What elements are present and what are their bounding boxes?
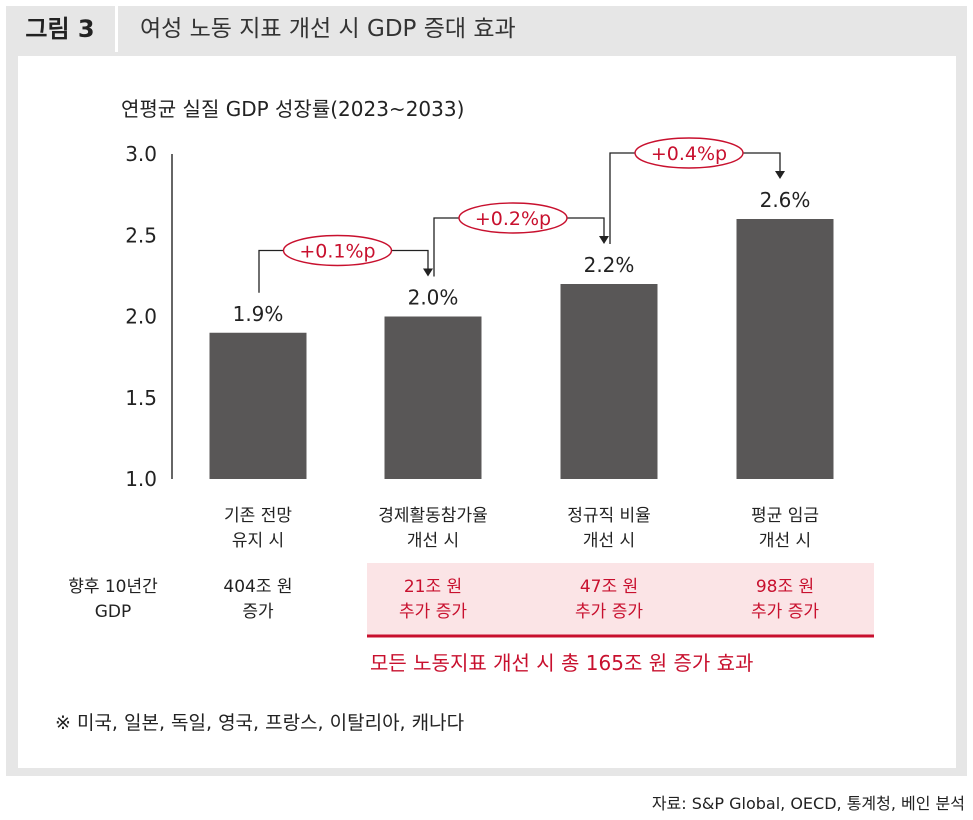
- category-label: 개선 시: [583, 531, 635, 551]
- arrow-head: [775, 171, 785, 179]
- gdp-cell: 404조 원: [223, 577, 292, 597]
- gdp-cell: 증가: [242, 602, 274, 622]
- y-tick-label: 3.0: [125, 142, 157, 166]
- category-label: 기존 전망: [224, 506, 292, 526]
- gdp-total-label: 모든 노동지표 개선 시 총 165조 원 증가 효과: [370, 651, 753, 675]
- increment-badge: [282, 234, 393, 267]
- source-note: 자료: S&P Global, OECD, 통계청, 베인 분석: [651, 794, 965, 813]
- bar: [736, 219, 834, 479]
- bar-value-label: 2.6%: [760, 188, 811, 212]
- gdp-row-label: 향후 10년간: [68, 577, 158, 597]
- arrow-head: [599, 236, 609, 244]
- gdp-row-label: GDP: [95, 602, 132, 622]
- y-tick-label: 2.0: [125, 305, 157, 329]
- y-tick-label: 1.0: [125, 467, 157, 491]
- gdp-cell: 21조 원: [404, 577, 462, 597]
- chart-title: 연평균 실질 GDP 성장률(2023~2033): [121, 97, 464, 121]
- category-label: 평균 임금: [751, 506, 819, 526]
- bar-value-label: 1.9%: [233, 302, 284, 326]
- category-label: 유지 시: [232, 531, 284, 551]
- increment-badge: [634, 137, 744, 169]
- bar: [560, 284, 658, 479]
- increment-badge: [458, 202, 568, 234]
- gdp-cell: 98조 원: [756, 577, 814, 597]
- gdp-cell: 추가 증가: [751, 602, 819, 622]
- figure-number: 그림 3: [6, 6, 114, 52]
- category-label: 개선 시: [759, 531, 811, 551]
- arrow-head: [423, 268, 433, 277]
- gdp-cell: 47조 원: [580, 577, 638, 597]
- figure-title: 여성 노동 지표 개선 시 GDP 증대 효과: [140, 16, 516, 42]
- y-tick-label: 2.5: [125, 223, 157, 247]
- y-tick-label: 1.5: [125, 386, 157, 410]
- bar: [209, 332, 307, 479]
- category-label: 경제활동참가율: [378, 506, 487, 526]
- footnote: ※ 미국, 일본, 독일, 영국, 프랑스, 이탈리아, 캐나다: [55, 712, 465, 734]
- bar-value-label: 2.0%: [408, 286, 459, 310]
- gdp-highlight-box: [367, 563, 874, 636]
- gdp-cell: 추가 증가: [575, 602, 643, 622]
- gdp-cell: 추가 증가: [399, 602, 467, 622]
- increment-label: +0.4%p: [651, 143, 727, 165]
- header-divider: [115, 6, 118, 52]
- increment-label: +0.2%p: [475, 208, 551, 230]
- bar: [384, 316, 482, 479]
- bar-value-label: 2.2%: [584, 253, 635, 277]
- category-label: 개선 시: [407, 531, 459, 551]
- increment-label: +0.1%p: [299, 241, 375, 263]
- category-label: 정규직 비율: [567, 506, 651, 526]
